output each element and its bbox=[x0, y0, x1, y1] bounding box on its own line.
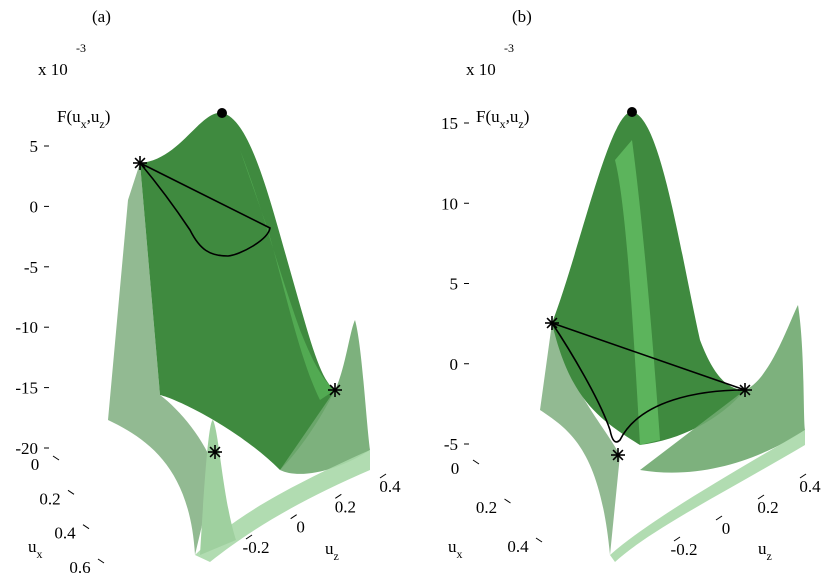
z-tick-label: 15 bbox=[441, 114, 458, 133]
x-tick bbox=[472, 459, 480, 465]
scale-exponent: -3 bbox=[76, 41, 86, 55]
z-tick-label: -20 bbox=[15, 439, 38, 458]
y-tick-label: 0 bbox=[722, 519, 731, 538]
star-stroke bbox=[739, 384, 751, 396]
scale-label: x 10 bbox=[466, 60, 496, 79]
y-tick bbox=[290, 514, 297, 520]
z-axis-label-part: ) bbox=[524, 107, 530, 126]
y-tick-label: -0.2 bbox=[243, 538, 270, 557]
star-stroke bbox=[134, 157, 146, 169]
surface-a bbox=[108, 108, 370, 562]
z-tick-label: 5 bbox=[30, 137, 39, 156]
scale-exponent: -3 bbox=[504, 41, 514, 55]
y-tick bbox=[335, 493, 342, 499]
y-tick bbox=[715, 515, 723, 521]
z-axis-label-part: ,u bbox=[87, 107, 100, 126]
z-tick-label: -15 bbox=[15, 379, 38, 398]
star-stroke bbox=[329, 384, 341, 396]
x-tick bbox=[52, 455, 60, 461]
y-tick bbox=[799, 473, 807, 479]
y-tick-label: 0 bbox=[296, 518, 305, 537]
x-axis-label-part: u bbox=[448, 537, 457, 556]
star-stroke bbox=[209, 446, 221, 458]
z-tick-label: 10 bbox=[441, 194, 458, 213]
y-axis-label-part: z bbox=[334, 549, 339, 563]
panel-title: (b) bbox=[512, 7, 532, 26]
y-axis-label-part: u bbox=[325, 539, 334, 558]
y-tick bbox=[245, 534, 253, 540]
z-axis-label: F(ux,uz) bbox=[476, 107, 529, 131]
z-tick-label: -10 bbox=[15, 318, 38, 337]
y-tick-label: 0.4 bbox=[379, 477, 401, 496]
y-tick bbox=[673, 536, 681, 542]
x-tick-label: 0.2 bbox=[476, 498, 497, 517]
x-axis-label: ux bbox=[28, 537, 43, 561]
y-tick-label: 0.2 bbox=[757, 498, 778, 517]
star-stroke bbox=[612, 449, 624, 461]
panel-title: (a) bbox=[92, 7, 111, 26]
x-axis-label-part: x bbox=[457, 547, 463, 561]
x-tick-label: 0.4 bbox=[507, 537, 529, 556]
x-tick bbox=[504, 498, 511, 504]
y-tick-label: -0.2 bbox=[671, 540, 698, 559]
z-tick-label: -5 bbox=[444, 435, 458, 454]
x-tick-label: 0 bbox=[31, 455, 40, 474]
z-axis-label-part: ) bbox=[105, 107, 111, 126]
y-tick bbox=[757, 494, 765, 500]
x-tick-label: 0 bbox=[451, 459, 460, 478]
z-axis-label-part: x bbox=[500, 117, 506, 131]
star-stroke bbox=[546, 317, 558, 329]
surface-b bbox=[540, 107, 805, 562]
z-axis-label-part: x bbox=[81, 117, 87, 131]
scale-label: x 10 bbox=[38, 60, 68, 79]
z-axis-label-part: ,u bbox=[506, 107, 519, 126]
x-tick bbox=[535, 537, 543, 543]
y-axis-label-part: u bbox=[758, 539, 767, 558]
x-tick bbox=[67, 489, 75, 495]
y-axis-label: uz bbox=[325, 539, 339, 563]
y-tick-label: 0.4 bbox=[799, 477, 821, 496]
z-axis-label: F(ux,uz) bbox=[57, 107, 110, 131]
x-axis-label-part: x bbox=[37, 547, 43, 561]
z-axis-label-part: z bbox=[99, 117, 104, 131]
y-tick bbox=[379, 473, 387, 479]
x-tick bbox=[97, 558, 105, 564]
critical-points bbox=[133, 156, 752, 462]
x-tick-label: 0.4 bbox=[54, 524, 76, 543]
x-tick-label: 0.6 bbox=[69, 558, 90, 577]
y-tick-label: 0.2 bbox=[335, 497, 356, 516]
z-axis-label-part: F(u bbox=[57, 107, 81, 126]
z-tick-label: 5 bbox=[450, 275, 459, 294]
z-axis-label-part: z bbox=[518, 117, 523, 131]
y-axis-label: uz bbox=[758, 539, 772, 563]
x-axis-label-part: u bbox=[28, 537, 37, 556]
x-tick bbox=[82, 524, 90, 530]
z-tick-label: -5 bbox=[24, 258, 38, 277]
z-tick-label: 0 bbox=[30, 197, 39, 216]
y-axis-label-part: z bbox=[767, 549, 772, 563]
x-axis-label: ux bbox=[448, 537, 463, 561]
z-tick-label: 0 bbox=[450, 355, 459, 374]
z-axis-label-part: F(u bbox=[476, 107, 500, 126]
x-tick-label: 0.2 bbox=[39, 489, 60, 508]
